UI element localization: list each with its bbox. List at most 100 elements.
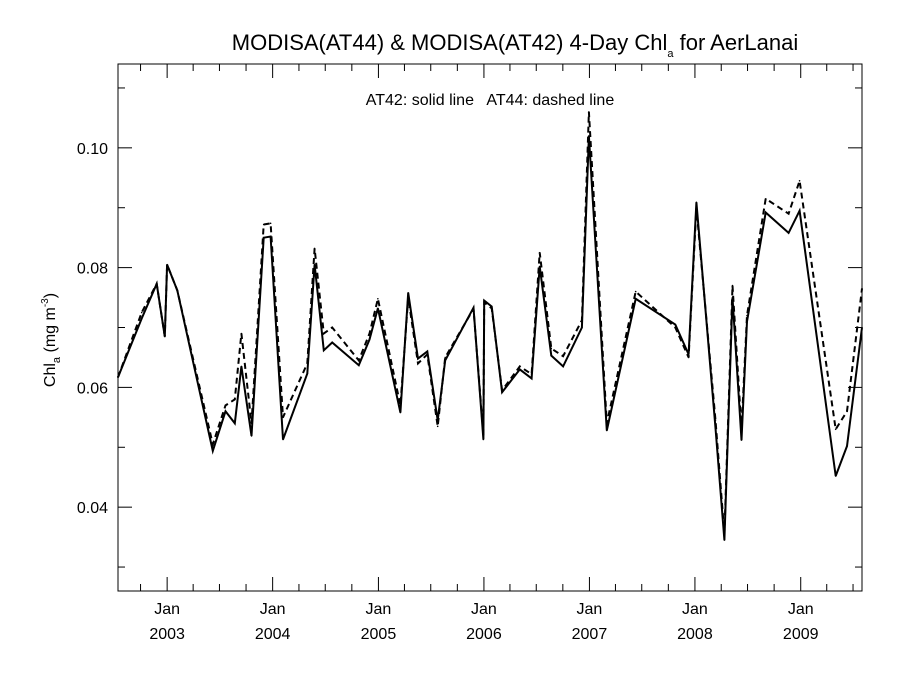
- x-tick-label-year: 2006: [466, 626, 502, 643]
- at42-data-point: [240, 365, 243, 368]
- at42-data-point: [262, 236, 265, 239]
- at44-data-point: [674, 326, 677, 329]
- at44-data-point: [634, 290, 637, 293]
- at44-data-point: [472, 308, 475, 310]
- at44-data-point: [313, 247, 316, 250]
- at44-data-point: [176, 289, 179, 292]
- at44-data-point: [155, 282, 158, 285]
- at44-data-point: [834, 428, 837, 431]
- at42-data-point: [331, 341, 333, 344]
- at44-data-point: [483, 301, 486, 304]
- at44-data-point: [306, 362, 309, 365]
- at44-data-point: [687, 356, 690, 359]
- at42-data-point: [313, 263, 316, 266]
- at42-data-point: [846, 445, 848, 447]
- at42-data-point: [368, 338, 371, 341]
- y-tick-label: 0.10: [77, 141, 108, 158]
- at44-data-point: [550, 347, 553, 350]
- x-tick-label-month: Jan: [788, 601, 814, 618]
- at44-data-point: [787, 212, 790, 215]
- at42-data-point: [723, 539, 726, 541]
- at44-data-point: [140, 311, 143, 314]
- at44-data-point: [417, 362, 419, 365]
- at44-data-point: [233, 398, 236, 401]
- x-tick-label-month: Jan: [154, 601, 180, 618]
- at42-data-point: [581, 326, 583, 329]
- x-tick-label-month: Jan: [577, 601, 603, 618]
- at44-data-point: [117, 376, 119, 379]
- at44-data-point: [723, 533, 726, 535]
- at44-data-point: [482, 434, 485, 437]
- y-axis-label: Chla (mg m-3): [40, 293, 63, 387]
- at42-data-point: [399, 411, 402, 414]
- x-tick-label-year: 2004: [255, 626, 291, 643]
- at44-data-point: [262, 223, 265, 226]
- x-tick-label-year: 2005: [361, 626, 397, 643]
- at44-data-point: [224, 404, 227, 407]
- at42-data-point: [212, 450, 214, 452]
- at44-data-point: [740, 428, 743, 431]
- at42-data-point: [787, 232, 790, 234]
- at42-data-point: [764, 211, 767, 214]
- at42-data-point: [250, 435, 253, 437]
- at44-data-point: [588, 111, 590, 113]
- at42-data-point: [224, 410, 227, 413]
- at42-data-point: [518, 368, 521, 371]
- at44-data-point: [444, 356, 446, 359]
- at44-data-point: [377, 297, 379, 300]
- at44-data-point: [212, 443, 214, 446]
- at44-data-point: [164, 335, 166, 338]
- at44-data-point: [731, 284, 734, 287]
- at44-data-point: [764, 197, 767, 200]
- at42-data-point: [834, 475, 837, 477]
- at44-data-point: [250, 422, 253, 425]
- at42-data-point: [538, 265, 541, 268]
- at42-data-point: [306, 372, 309, 375]
- at42-data-point: [674, 323, 677, 326]
- x-tick-label-year: 2009: [783, 626, 819, 643]
- x-tick-label-month: Jan: [682, 601, 708, 618]
- y-tick-label: 0.06: [77, 380, 108, 397]
- at42-data-point: [605, 429, 608, 432]
- at44-data-point: [538, 251, 541, 254]
- x-tick-label-year: 2007: [572, 626, 608, 643]
- at44-data-point: [846, 410, 848, 413]
- at44-data-point: [490, 307, 493, 310]
- x-tick-label-month: Jan: [471, 601, 497, 618]
- at44-data-point: [407, 296, 410, 299]
- at42-data-point: [357, 364, 360, 367]
- at44-data-point: [714, 419, 717, 422]
- at44-data-point: [695, 206, 698, 209]
- x-tick-label-month: Jan: [260, 601, 286, 618]
- at42-data-point: [417, 357, 419, 360]
- y-tick-label: 0.04: [77, 500, 108, 517]
- at42-data-point: [550, 354, 553, 357]
- at42-data-point: [233, 422, 236, 425]
- x-tick-label-month: Jan: [366, 601, 392, 618]
- at44-data-point: [501, 389, 503, 392]
- x-tick-label-year: 2008: [677, 626, 713, 643]
- at42-data-point: [482, 438, 485, 441]
- at42-data-point: [634, 297, 637, 300]
- at44-data-point: [322, 332, 325, 335]
- at44-data-point: [518, 365, 521, 368]
- at44-data-point: [331, 326, 333, 329]
- y-tick-label: 0.08: [77, 261, 108, 278]
- at42-data-point: [562, 365, 564, 368]
- at44-data-point: [861, 287, 863, 290]
- at42-data-point: [140, 317, 143, 320]
- at44-data-point: [399, 404, 402, 407]
- at42-data-point: [426, 350, 429, 353]
- plot-frame: [117, 63, 863, 592]
- series-style-annotation: AT42: solid line AT44: dashed line: [366, 92, 615, 109]
- at42-data-point: [377, 307, 379, 310]
- at42-data-point: [322, 349, 325, 352]
- at44-data-point: [562, 355, 564, 358]
- at42-data-point: [282, 438, 284, 441]
- at44-data-point: [426, 353, 429, 356]
- at42-data-point: [695, 201, 698, 204]
- at44-data-point: [240, 332, 243, 335]
- at44-data-point: [357, 359, 360, 362]
- at44-data-point: [530, 373, 533, 376]
